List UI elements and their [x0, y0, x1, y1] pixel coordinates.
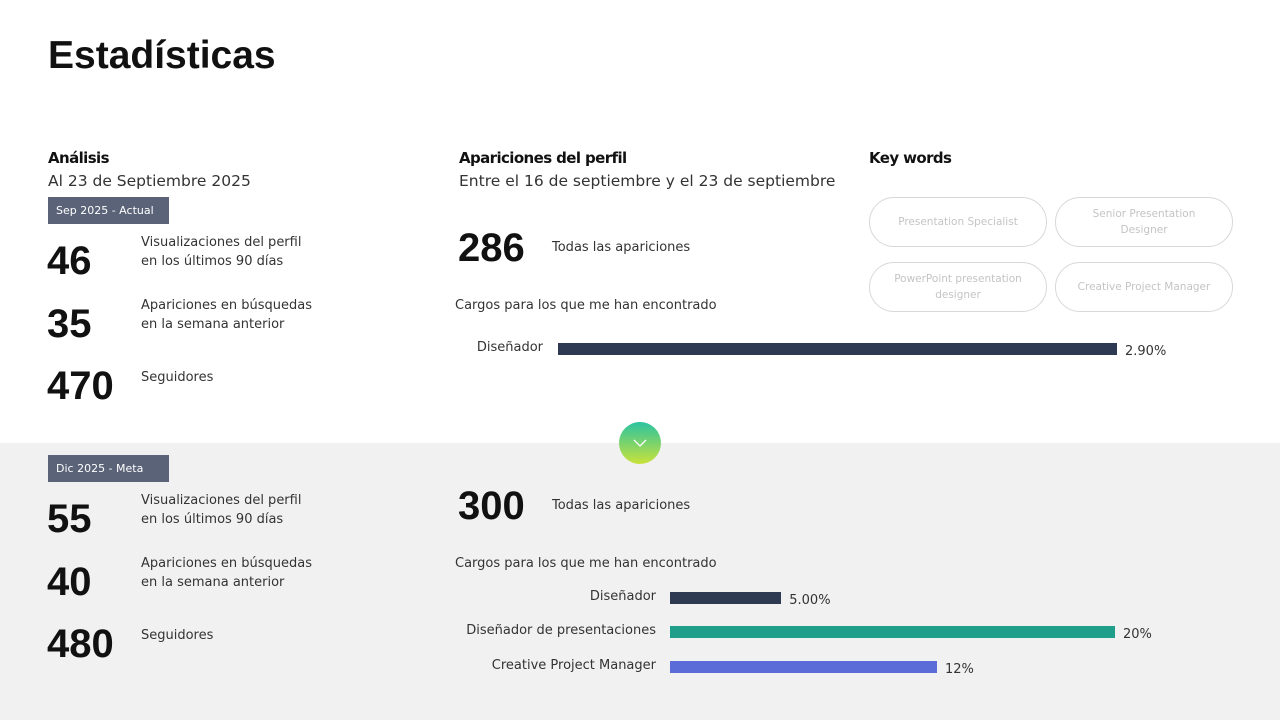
keyword-pill: Creative Project Manager	[1055, 262, 1233, 312]
section-toggle[interactable]	[618, 421, 662, 465]
profile-subheading: Entre el 16 de septiembre y el 23 de sep…	[459, 172, 836, 190]
stat-value: 46	[47, 239, 92, 283]
stat-label: en los últimos 90 días	[141, 512, 284, 527]
stat-label: Visualizaciones del perfil	[141, 493, 302, 508]
keywords-heading: Key words	[869, 149, 952, 167]
bar-label: Diseñador	[589, 589, 656, 604]
bar-value-label: 12%	[945, 662, 974, 677]
chart-title: Cargos para los que me han encontrado	[455, 298, 717, 313]
analysis-subheading: Al 23 de Septiembre 2025	[48, 172, 251, 190]
stat-label: en la semana anterior	[141, 574, 285, 590]
appearances-value: 300	[458, 484, 525, 528]
lower-band	[0, 443, 1280, 720]
bar-label: Diseñador	[476, 340, 543, 355]
bar-label: Diseñador de presentaciones	[466, 623, 656, 638]
chart-title: Cargos para los que me han encontrado	[455, 556, 717, 571]
stat-value: 35	[47, 301, 92, 346]
appearances-label: Todas las apariciones	[552, 240, 691, 255]
profile-heading: Apariciones del perfil	[459, 149, 627, 167]
bar-label: Creative Project Manager	[491, 658, 656, 673]
chevron-icon	[633, 439, 647, 447]
bar	[670, 661, 937, 673]
stat-label: Seguidores	[141, 369, 214, 385]
bar	[670, 592, 782, 604]
page-title: Estadísticas	[48, 34, 276, 77]
bar	[670, 626, 1115, 638]
bar-value-label: 20%	[1123, 627, 1152, 642]
stat-value: 55	[47, 497, 92, 541]
bar	[558, 343, 1117, 355]
stat-label: Seguidores	[141, 627, 214, 643]
stat-label: Visualizaciones del perfil	[141, 235, 302, 250]
toggle-circle	[619, 422, 661, 464]
stat-label: Apariciones en búsquedas	[141, 555, 313, 571]
keyword-pill: PowerPoint presentation designer	[869, 262, 1047, 312]
bar-value-label: 5.00%	[789, 593, 831, 608]
appearances-value: 286	[458, 226, 525, 270]
stat-label: Apariciones en búsquedas	[141, 297, 313, 313]
bar-value-label: 2.90%	[1125, 344, 1167, 359]
keyword-pill: Senior Presentation Designer	[1055, 197, 1233, 247]
period-badge: Dic 2025 - Meta	[48, 455, 169, 482]
stat-label: en los últimos 90 días	[141, 254, 284, 269]
stat-value: 470	[47, 364, 114, 408]
analysis-heading: Análisis	[48, 149, 110, 167]
stat-label: en la semana anterior	[141, 316, 285, 332]
stat-value: 480	[47, 622, 114, 666]
keyword-pill: Presentation Specialist	[869, 197, 1047, 247]
period-badge: Sep 2025 - Actual	[48, 197, 169, 224]
stat-value: 40	[47, 559, 92, 604]
appearances-label: Todas las apariciones	[552, 498, 691, 513]
